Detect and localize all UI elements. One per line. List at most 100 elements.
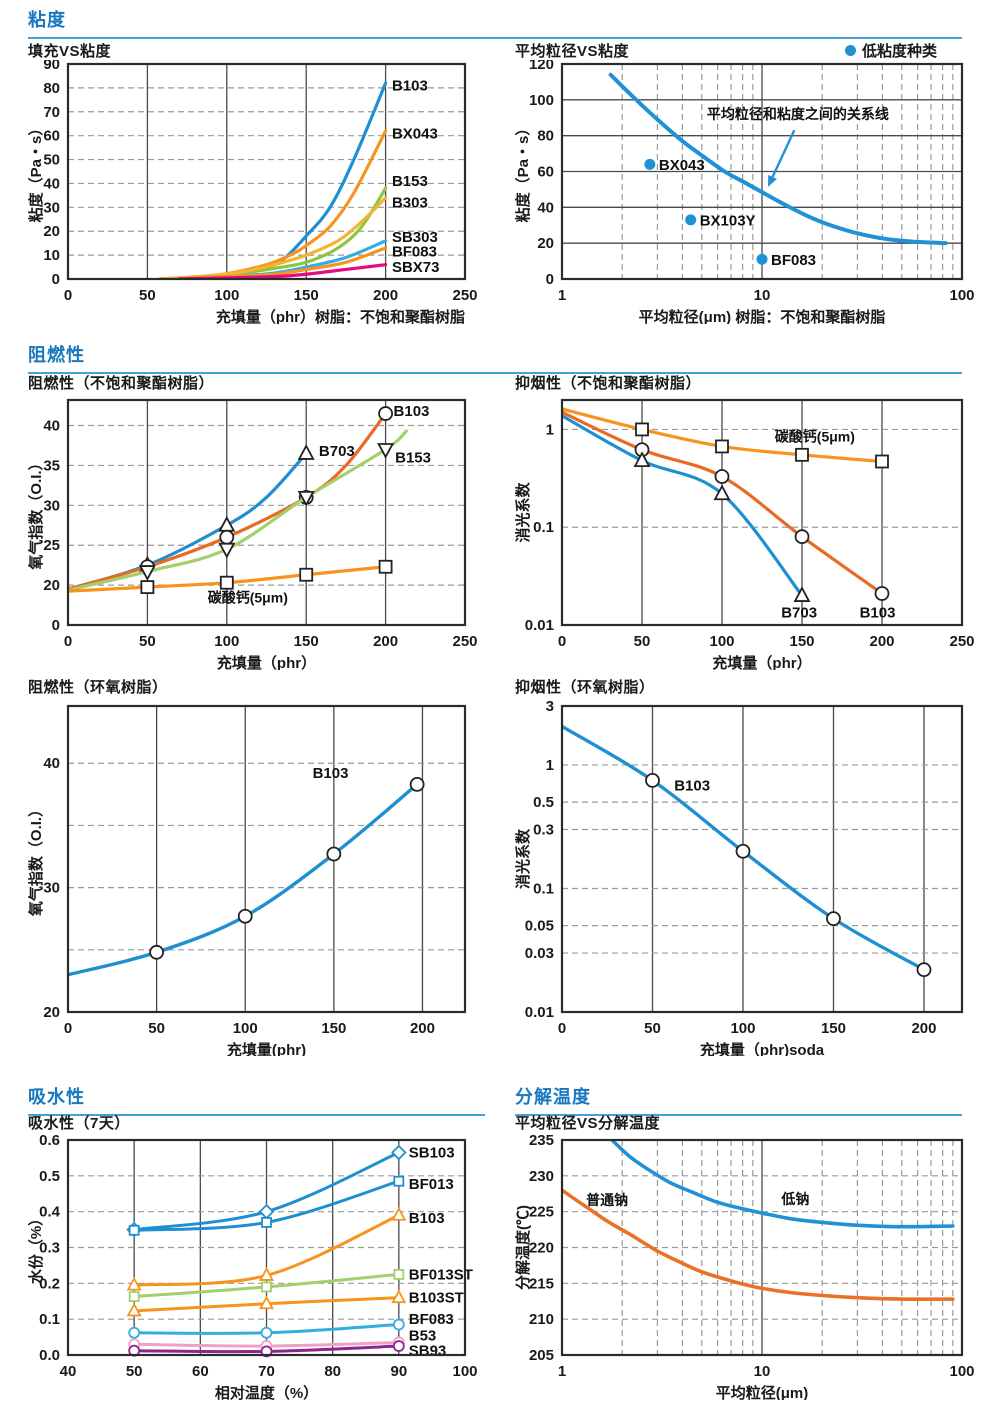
svg-text:0.1: 0.1 bbox=[533, 880, 554, 897]
svg-text:1: 1 bbox=[546, 421, 554, 438]
chart-fill-vs-viscosity: 填充VS粘度 B103 BX043 B153 B303 SB303 BF083 SBX73 0… bbox=[28, 40, 485, 330]
smoke-polyester-plot: B103 B703 0 50 100 150 200 250 1 0.1 0.01 充填量（phr） 消… bbox=[515, 398, 975, 670]
section-title-text: 阻燃性 bbox=[28, 345, 85, 365]
chart-title: 吸水性（7天） bbox=[28, 1115, 130, 1132]
svg-text:250: 250 bbox=[949, 633, 974, 650]
svg-text:1: 1 bbox=[546, 757, 554, 774]
svg-text:B703: B703 bbox=[781, 604, 817, 621]
svg-text:120: 120 bbox=[529, 60, 554, 73]
section-title-viscosity: 粘度 bbox=[28, 6, 962, 39]
svg-text:150: 150 bbox=[321, 1020, 346, 1037]
svg-text:40: 40 bbox=[43, 418, 60, 435]
svg-text:25: 25 bbox=[43, 537, 60, 554]
svg-text:10: 10 bbox=[43, 247, 60, 264]
legend-dot-icon bbox=[845, 45, 856, 56]
smoke-epoxy-plot: B103 0 50 100 150 200 3 1 0.5 0.3 0.1 0.05 0.03 0.01 充… bbox=[515, 698, 964, 1056]
section-title-text: 粘度 bbox=[28, 10, 66, 30]
svg-text:0.1: 0.1 bbox=[39, 1311, 60, 1328]
svg-text:BF083: BF083 bbox=[771, 252, 816, 269]
svg-text:B103: B103 bbox=[392, 78, 428, 95]
svg-text:0.5: 0.5 bbox=[533, 794, 554, 811]
chart-title: 填充VS粘度 bbox=[28, 43, 112, 60]
svg-text:分解温度(℃): 分解温度(℃) bbox=[515, 1205, 532, 1290]
svg-text:50: 50 bbox=[139, 633, 156, 650]
svg-text:80: 80 bbox=[537, 128, 554, 145]
svg-text:200: 200 bbox=[373, 287, 398, 304]
svg-text:215: 215 bbox=[529, 1275, 554, 1292]
svg-text:消光系数: 消光系数 bbox=[515, 828, 532, 889]
svg-text:粘度（Pa・s）: 粘度（Pa・s） bbox=[28, 121, 45, 223]
chart-title: 抑烟性（不饱和聚酯树脂） bbox=[515, 375, 702, 392]
svg-text:10: 10 bbox=[754, 287, 771, 304]
svg-text:0.5: 0.5 bbox=[39, 1168, 60, 1185]
svg-text:碳酸钙(5μm): 碳酸钙(5μm) bbox=[208, 589, 288, 605]
svg-text:B153: B153 bbox=[395, 449, 431, 466]
svg-text:50: 50 bbox=[139, 287, 156, 304]
svg-text:20: 20 bbox=[537, 235, 554, 252]
svg-text:SB303: SB303 bbox=[392, 229, 438, 246]
svg-text:250: 250 bbox=[452, 287, 477, 304]
svg-text:3: 3 bbox=[546, 698, 554, 715]
svg-text:80: 80 bbox=[324, 1363, 341, 1380]
svg-text:60: 60 bbox=[43, 128, 60, 145]
svg-text:100: 100 bbox=[233, 1020, 258, 1037]
svg-text:0: 0 bbox=[52, 617, 60, 634]
svg-text:100: 100 bbox=[214, 633, 239, 650]
svg-text:200: 200 bbox=[373, 633, 398, 650]
svg-text:50: 50 bbox=[634, 633, 651, 650]
svg-text:60: 60 bbox=[192, 1363, 209, 1380]
svg-text:200: 200 bbox=[869, 633, 894, 650]
svg-text:BX103Y: BX103Y bbox=[700, 212, 756, 229]
svg-text:SB93: SB93 bbox=[409, 1342, 447, 1359]
svg-text:50: 50 bbox=[644, 1020, 661, 1037]
svg-text:20: 20 bbox=[43, 223, 60, 240]
particle-vs-decomposition-plot: 1 10 100 205 210 215 220 225 230 235 平均粒径(μm) 分解温度(… bbox=[515, 1132, 975, 1400]
svg-text:30: 30 bbox=[43, 497, 60, 514]
svg-text:200: 200 bbox=[911, 1020, 936, 1037]
svg-text:SB103: SB103 bbox=[409, 1145, 455, 1162]
svg-text:35: 35 bbox=[43, 457, 60, 474]
svg-text:BX043: BX043 bbox=[392, 125, 438, 142]
svg-text:氧气指数（O.I.）: 氧气指数（O.I.） bbox=[28, 455, 45, 570]
svg-text:150: 150 bbox=[789, 633, 814, 650]
section-title-flame-retardancy: 阻燃性 bbox=[28, 341, 962, 374]
svg-text:平均粒径和粘度之间的关系线: 平均粒径和粘度之间的关系线 bbox=[707, 106, 889, 122]
svg-text:B103: B103 bbox=[674, 778, 710, 795]
svg-text:0.3: 0.3 bbox=[533, 822, 554, 839]
svg-text:90: 90 bbox=[43, 60, 60, 73]
svg-text:150: 150 bbox=[821, 1020, 846, 1037]
svg-text:0.4: 0.4 bbox=[39, 1204, 61, 1221]
svg-text:BX043: BX043 bbox=[659, 157, 705, 174]
svg-text:0: 0 bbox=[64, 287, 72, 304]
svg-text:B103: B103 bbox=[409, 1210, 445, 1227]
svg-text:30: 30 bbox=[43, 880, 60, 897]
svg-text:碳酸钙(5μm): 碳酸钙(5μm) bbox=[775, 428, 855, 444]
svg-text:0: 0 bbox=[558, 1020, 566, 1037]
svg-text:0: 0 bbox=[64, 1020, 72, 1037]
chart-smoke-polyester: 抑烟性（不饱和聚酯树脂） B103 B703 0 50 100 150 200 250 1 0.1… bbox=[515, 372, 975, 672]
svg-text:B103: B103 bbox=[860, 604, 896, 621]
svg-text:80: 80 bbox=[43, 80, 60, 97]
svg-text:100: 100 bbox=[452, 1363, 477, 1380]
svg-text:0: 0 bbox=[64, 633, 72, 650]
svg-text:1: 1 bbox=[558, 1363, 566, 1380]
svg-text:230: 230 bbox=[529, 1168, 554, 1185]
svg-text:210: 210 bbox=[529, 1311, 554, 1328]
svg-text:0: 0 bbox=[52, 271, 60, 288]
svg-text:充填量(phr): 充填量(phr) bbox=[227, 1041, 306, 1056]
svg-text:0.2: 0.2 bbox=[39, 1275, 60, 1292]
section-title-decomposition: 分解温度 bbox=[515, 1083, 962, 1116]
chart-title: 阻燃性（环氧树脂） bbox=[28, 679, 168, 696]
flame-epoxy-plot: B103 0 50 100 150 200 20 30 40 充填量(phr) 氧气指数（O.I.） bbox=[28, 704, 467, 1056]
svg-text:0.3: 0.3 bbox=[39, 1240, 60, 1257]
svg-text:90: 90 bbox=[390, 1363, 407, 1380]
svg-text:100: 100 bbox=[949, 1363, 974, 1380]
svg-text:B103ST: B103ST bbox=[409, 1290, 464, 1307]
chart-title: 平均粒径VS分解温度 bbox=[515, 1115, 661, 1132]
svg-text:0.1: 0.1 bbox=[533, 519, 554, 536]
chart-particle-vs-viscosity: 平均粒径VS粘度 BX043 BX103Y BF083 1 10 100 0 20 40 60 80… bbox=[515, 40, 975, 330]
svg-text:B703: B703 bbox=[319, 443, 355, 460]
svg-text:150: 150 bbox=[294, 633, 319, 650]
chart-particle-vs-decomposition: 平均粒径VS分解温度 1 10 100 205 210 215 220 225 230 235 平均… bbox=[515, 1112, 975, 1402]
